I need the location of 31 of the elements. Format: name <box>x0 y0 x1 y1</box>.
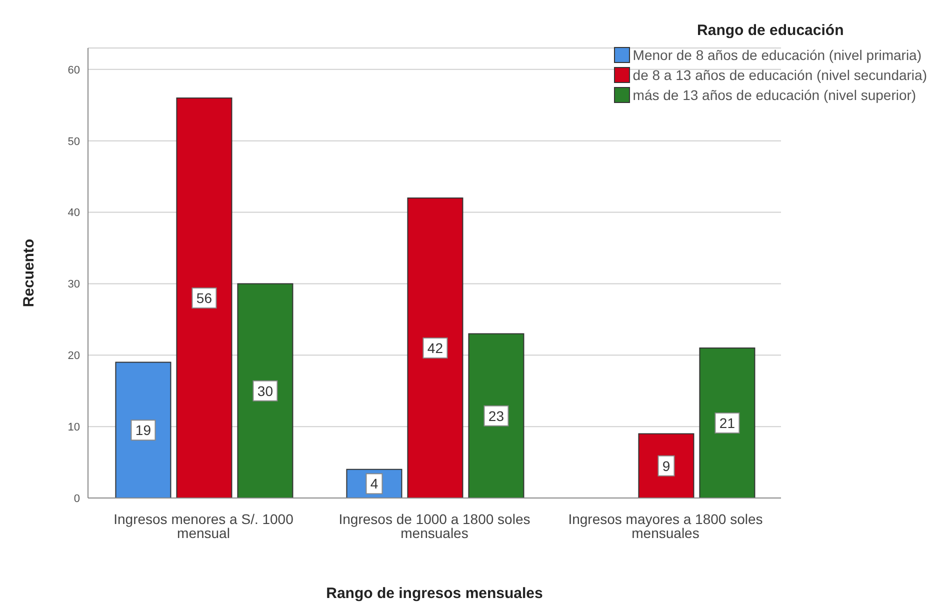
y-tick-label: 60 <box>68 64 80 76</box>
y-tick-label: 40 <box>68 207 80 220</box>
y-tick-label: 50 <box>68 136 80 148</box>
bar <box>237 283 294 498</box>
bar <box>638 433 694 498</box>
legend-title: Rango de educación <box>696 22 845 39</box>
x-tick-label: Ingresos de 1000 a 1800 soles mensuales <box>338 510 530 541</box>
data-label: 30 <box>257 382 274 399</box>
data-label: 4 <box>370 476 378 492</box>
data-label: 21 <box>719 415 736 431</box>
y-tick-label: 0 <box>74 492 80 505</box>
y-tick-label: 10 <box>68 421 80 434</box>
data-label: 19 <box>135 422 152 438</box>
y-tick-label: 30 <box>68 278 80 291</box>
bar <box>468 333 524 498</box>
data-label: 56 <box>196 290 212 306</box>
legend-label: Menor de 8 años de educación (nivel primaria) <box>632 47 922 63</box>
x-tick-label: Ingresos mayores a 1800 soles mensuales <box>568 510 763 541</box>
y-tick-label: 20 <box>68 350 80 362</box>
bar <box>176 98 232 498</box>
y-axis-title: Recuento <box>20 238 38 308</box>
data-label: 23 <box>488 408 504 424</box>
x-tick-label: Ingresos menores a S/. 1000 mensual <box>114 510 294 541</box>
bar <box>407 198 464 498</box>
data-label: 9 <box>662 458 670 474</box>
bar <box>699 348 756 498</box>
legend-label: de 8 a 13 años de educación (nivel secundaria) <box>632 67 927 83</box>
bar <box>115 362 172 498</box>
data-label: 42 <box>427 340 444 356</box>
legend-label: más de 13 años de educación (nivel superior) <box>632 87 916 103</box>
x-axis-title: Rango de ingresos mensuales <box>326 585 543 602</box>
